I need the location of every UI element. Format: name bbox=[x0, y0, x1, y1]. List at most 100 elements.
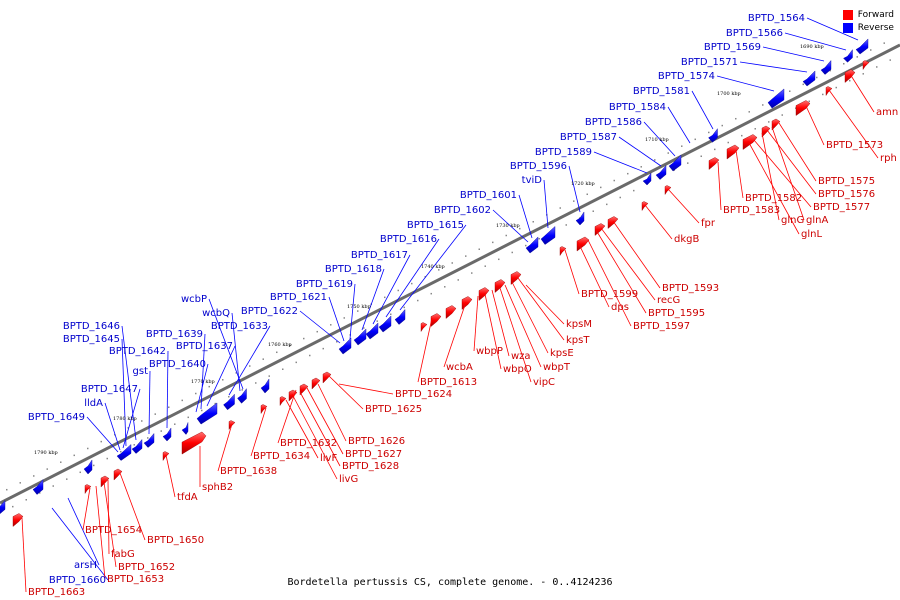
forward-gene-block[interactable] bbox=[844, 69, 856, 83]
gene-label-bptd-1639[interactable]: BPTD_1639 bbox=[146, 329, 203, 340]
gene-label-bptd-1663[interactable]: BPTD_1663 bbox=[28, 587, 85, 598]
gene-label-kpst[interactable]: kpsT bbox=[566, 335, 590, 346]
reverse-gene-block[interactable] bbox=[843, 49, 853, 63]
forward-gene-block[interactable] bbox=[641, 201, 649, 212]
gene-label-rph[interactable]: rph bbox=[880, 153, 897, 164]
gene-label-glna[interactable]: glnA bbox=[806, 215, 828, 226]
reverse-gene-block[interactable] bbox=[378, 315, 392, 333]
forward-gene-block[interactable] bbox=[260, 404, 268, 415]
reverse-gene-block[interactable] bbox=[575, 211, 585, 226]
gene-label-bptd-1654[interactable]: BPTD_1654 bbox=[85, 525, 142, 536]
gene-label-bptd-1573[interactable]: BPTD_1573 bbox=[826, 140, 883, 151]
gene-label-bptd-1569[interactable]: BPTD_1569 bbox=[704, 42, 761, 53]
gene-label-bptd-1646[interactable]: BPTD_1646 bbox=[63, 321, 120, 332]
gene-label-bptd-1589[interactable]: BPTD_1589 bbox=[535, 147, 592, 158]
reverse-gene-block[interactable] bbox=[708, 128, 718, 143]
gene-label-vipc[interactable]: vipC bbox=[533, 377, 555, 388]
gene-label-wbpo[interactable]: wbpO bbox=[503, 364, 532, 375]
gene-label-livf[interactable]: livF bbox=[320, 453, 337, 464]
forward-gene-block[interactable] bbox=[430, 313, 442, 327]
gene-label-bptd-1653[interactable]: BPTD_1653 bbox=[107, 574, 164, 585]
gene-label-tfda[interactable]: tfdA bbox=[177, 492, 198, 503]
gene-label-bptd-1622[interactable]: BPTD_1622 bbox=[241, 306, 298, 317]
gene-label-bptd-1628[interactable]: BPTD_1628 bbox=[342, 461, 399, 472]
gene-label-bptd-1627[interactable]: BPTD_1627 bbox=[345, 449, 402, 460]
gene-label-bptd-1632[interactable]: BPTD_1632 bbox=[280, 438, 337, 449]
forward-gene-block[interactable] bbox=[279, 396, 287, 407]
gene-label-bptd-1637[interactable]: BPTD_1637 bbox=[176, 341, 233, 352]
reverse-gene-block[interactable] bbox=[260, 378, 270, 394]
gene-label-wcba[interactable]: wcbA bbox=[446, 362, 473, 373]
gene-label-bptd-1626[interactable]: BPTD_1626 bbox=[348, 436, 405, 447]
forward-gene-block[interactable] bbox=[862, 60, 870, 71]
gene-label-bptd-1649[interactable]: BPTD_1649 bbox=[28, 412, 85, 423]
forward-gene-block[interactable] bbox=[510, 271, 522, 285]
gene-label-bptd-1576[interactable]: BPTD_1576 bbox=[818, 189, 875, 200]
forward-gene-block[interactable] bbox=[84, 484, 92, 495]
reverse-gene-block[interactable] bbox=[540, 225, 556, 245]
gene-label-bptd-1577[interactable]: BPTD_1577 bbox=[813, 202, 870, 213]
gene-label-bptd-1613[interactable]: BPTD_1613 bbox=[420, 377, 477, 388]
reverse-gene-block[interactable] bbox=[802, 70, 816, 87]
gene-label-bptd-1638[interactable]: BPTD_1638 bbox=[220, 466, 277, 477]
forward-gene-block[interactable] bbox=[181, 431, 207, 455]
reverse-gene-block[interactable] bbox=[223, 393, 235, 411]
forward-gene-block[interactable] bbox=[664, 185, 672, 196]
forward-gene-block[interactable] bbox=[461, 296, 473, 310]
gene-label-gst[interactable]: gst bbox=[133, 366, 149, 377]
forward-gene-block[interactable] bbox=[559, 246, 567, 257]
gene-label-kpse[interactable]: kpsE bbox=[550, 348, 574, 359]
gene-label-bptd-1652[interactable]: BPTD_1652 bbox=[118, 562, 175, 573]
forward-gene-block[interactable] bbox=[322, 371, 332, 384]
gene-label-bptd-1566[interactable]: BPTD_1566 bbox=[726, 28, 783, 39]
gene-label-bptd-1602[interactable]: BPTD_1602 bbox=[434, 205, 491, 216]
reverse-gene-block[interactable] bbox=[32, 478, 44, 495]
gene-label-wcbq[interactable]: wcbQ bbox=[202, 308, 230, 319]
gene-label-bptd-1625[interactable]: BPTD_1625 bbox=[365, 404, 422, 415]
gene-label-tvid[interactable]: tviD bbox=[522, 175, 543, 186]
gene-label-wza[interactable]: wza bbox=[511, 351, 531, 362]
gene-label-glnl[interactable]: glnL bbox=[801, 229, 822, 240]
reverse-gene-block[interactable] bbox=[162, 427, 172, 442]
gene-label-bptd-1596[interactable]: BPTD_1596 bbox=[510, 161, 567, 172]
gene-label-bptd-1599[interactable]: BPTD_1599 bbox=[581, 289, 638, 300]
forward-gene-block[interactable] bbox=[825, 86, 833, 97]
reverse-gene-block[interactable] bbox=[83, 459, 93, 475]
forward-gene-block[interactable] bbox=[494, 279, 506, 293]
gene-label-bptd-1587[interactable]: BPTD_1587 bbox=[560, 132, 617, 143]
gene-label-bptd-1645[interactable]: BPTD_1645 bbox=[63, 334, 120, 345]
reverse-gene-block[interactable] bbox=[394, 308, 406, 325]
gene-label-bptd-1647[interactable]: BPTD_1647 bbox=[81, 384, 138, 395]
forward-gene-block[interactable] bbox=[607, 216, 619, 229]
reverse-gene-block[interactable] bbox=[196, 402, 218, 425]
gene-label-bptd-1642[interactable]: BPTD_1642 bbox=[109, 346, 166, 357]
gene-label-bptd-1624[interactable]: BPTD_1624 bbox=[395, 389, 452, 400]
gene-label-bptd-1640[interactable]: BPTD_1640 bbox=[149, 359, 206, 370]
gene-label-bptd-1575[interactable]: BPTD_1575 bbox=[818, 176, 875, 187]
gene-label-bptd-1595[interactable]: BPTD_1595 bbox=[648, 308, 705, 319]
gene-label-bptd-1615[interactable]: BPTD_1615 bbox=[407, 220, 464, 231]
gene-label-sphb2[interactable]: sphB2 bbox=[202, 482, 233, 493]
gene-label-bptd-1617[interactable]: BPTD_1617 bbox=[351, 250, 408, 261]
forward-gene-block[interactable] bbox=[726, 144, 740, 160]
reverse-gene-block[interactable] bbox=[116, 443, 132, 461]
gene-label-fabg[interactable]: fabG bbox=[111, 549, 135, 560]
reverse-gene-block[interactable] bbox=[642, 172, 652, 186]
gene-label-amn[interactable]: amn bbox=[876, 107, 898, 118]
forward-gene-block[interactable] bbox=[478, 287, 490, 301]
forward-gene-block[interactable] bbox=[761, 125, 771, 138]
gene-label-bptd-1601[interactable]: BPTD_1601 bbox=[460, 190, 517, 201]
gene-label-arsh[interactable]: arsH bbox=[74, 560, 97, 571]
forward-gene-block[interactable] bbox=[708, 157, 720, 170]
gene-label-bptd-1574[interactable]: BPTD_1574 bbox=[658, 71, 715, 82]
forward-gene-block[interactable] bbox=[100, 475, 110, 488]
reverse-gene-block[interactable] bbox=[820, 59, 832, 75]
gene-label-dps[interactable]: dps bbox=[611, 302, 629, 313]
gene-label-wbpp[interactable]: wbpP bbox=[476, 346, 503, 357]
gene-label-wcbp[interactable]: wcbP bbox=[181, 294, 207, 305]
forward-gene-block[interactable] bbox=[742, 134, 758, 150]
reverse-gene-block[interactable] bbox=[525, 236, 539, 254]
gene-label-wbpt[interactable]: wbpT bbox=[543, 362, 571, 373]
gene-label-bptd-1633[interactable]: BPTD_1633 bbox=[211, 321, 268, 332]
gene-label-bptd-1564[interactable]: BPTD_1564 bbox=[748, 13, 805, 24]
